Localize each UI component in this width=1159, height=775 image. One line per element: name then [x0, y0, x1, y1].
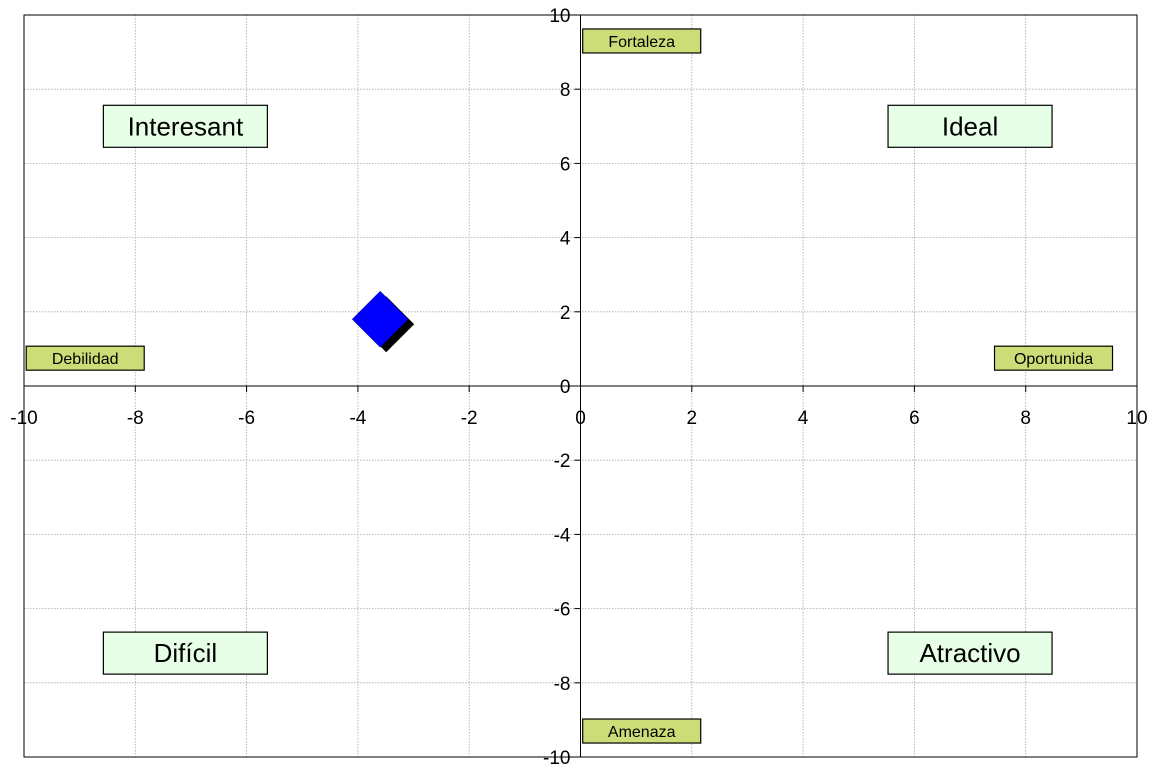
y-tick-label: -6: [554, 600, 571, 621]
x-tick-label: -8: [127, 408, 144, 429]
x-tick-label: -4: [349, 408, 366, 429]
data-point: [351, 290, 409, 348]
y-tick-label: 6: [560, 154, 571, 175]
axis-end-label: Amenaza: [608, 724, 676, 741]
axis-end-label-box: [993, 345, 1114, 371]
x-tick-label: 6: [909, 408, 920, 429]
y-tick-label: 4: [560, 229, 571, 250]
axis-end-label: Oportunida: [1014, 351, 1093, 368]
quadrant-label-box: [887, 631, 1053, 675]
x-tick-label: -2: [461, 408, 478, 429]
quadrant-label: Difícil: [154, 638, 218, 668]
y-tick-label: -10: [543, 748, 570, 769]
y-tick-label: 10: [549, 6, 570, 27]
quadrant-label: Atractivo: [919, 638, 1020, 668]
quadrant-label-box: [102, 631, 268, 675]
quadrant-label-box: [102, 104, 268, 148]
y-tick-label: -2: [554, 451, 571, 472]
x-tick-label: 0: [575, 408, 586, 429]
y-tick-label: -4: [554, 525, 571, 546]
axis-end-label-box: [582, 28, 702, 54]
axis-end-label-box: [25, 345, 145, 371]
axis-end-label: Debilidad: [52, 351, 119, 368]
x-tick-label: -6: [238, 408, 255, 429]
y-tick-label: 0: [560, 377, 571, 398]
quadrant-label-box: [887, 104, 1053, 148]
x-tick-label: 8: [1020, 408, 1031, 429]
quadrant-label: Interesant: [128, 111, 244, 141]
axis-end-label: Fortaleza: [608, 34, 675, 51]
axis-end-label-box: [582, 718, 702, 744]
y-tick-label: -8: [554, 674, 571, 695]
x-tick-label: -10: [10, 408, 37, 429]
quadrant-label: Ideal: [942, 111, 998, 141]
y-tick-label: 2: [560, 303, 571, 324]
x-tick-label: 4: [798, 408, 809, 429]
y-tick-label: 8: [560, 80, 571, 101]
x-tick-label: 10: [1126, 408, 1147, 429]
x-tick-label: 2: [687, 408, 698, 429]
